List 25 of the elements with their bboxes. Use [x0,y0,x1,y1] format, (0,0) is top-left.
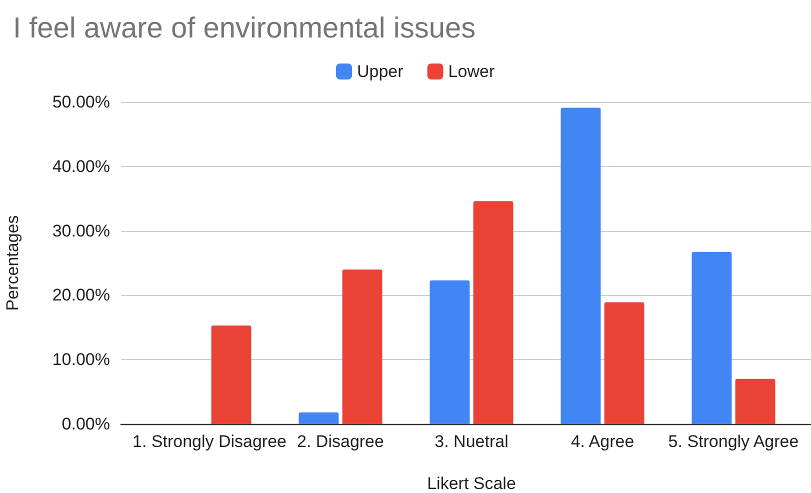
x-tick-label: 5. Strongly Agree [668,432,799,451]
bar [473,201,514,424]
y-tick-label: 30.00% [52,221,110,240]
bar [604,302,644,424]
bar [342,269,382,424]
bar [211,325,252,424]
x-tick-label: 2. Disagree [297,432,384,451]
x-tick-label: 4. Agree [570,432,634,451]
y-tick-label: 20.00% [52,286,110,305]
chart-title: I feel aware of environmental issues [13,12,476,44]
x-tick-label: 1. Strongly Disagree [132,432,287,451]
bar [735,378,776,424]
x-tick-label: 3. Nuetral [434,432,508,451]
legend-label: Lower [448,62,495,81]
y-tick-label: 10.00% [52,350,110,370]
y-tick-label: 0.00% [62,414,110,434]
x-axis-title: Likert Scale [427,474,516,493]
bar [298,412,339,424]
bar [692,252,732,424]
legend-label: Upper [357,62,404,81]
y-tick-label: 50.00% [52,92,110,112]
y-tick-label: 40.00% [52,156,110,176]
y-axis-title: Percentages [3,215,22,311]
bar [560,108,601,424]
bar [430,280,470,424]
